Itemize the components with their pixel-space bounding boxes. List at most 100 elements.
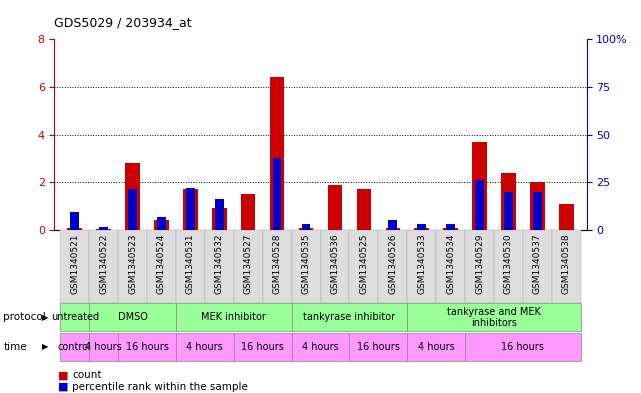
Text: GSM1340535: GSM1340535 [301, 233, 310, 294]
Text: 4 hours: 4 hours [302, 342, 339, 352]
Bar [559, 204, 574, 230]
Text: GSM1340530: GSM1340530 [504, 233, 513, 294]
Bar [415, 228, 429, 230]
Bar [118, 230, 147, 303]
Bar [446, 224, 455, 230]
Text: ■: ■ [58, 370, 68, 380]
Bar [99, 227, 108, 230]
Bar [292, 303, 407, 332]
Text: GSM1340536: GSM1340536 [331, 233, 340, 294]
Bar [349, 230, 378, 303]
Bar [212, 208, 226, 230]
Bar [533, 192, 542, 230]
Text: GSM1340531: GSM1340531 [186, 233, 195, 294]
Bar [128, 189, 137, 230]
Bar [60, 303, 89, 332]
Bar [71, 212, 79, 230]
Text: 16 hours: 16 hours [501, 342, 544, 352]
Text: DMSO: DMSO [117, 312, 147, 322]
Bar [292, 332, 349, 361]
Text: GSM1340524: GSM1340524 [157, 233, 166, 294]
Text: ▶: ▶ [42, 342, 48, 351]
Bar [60, 230, 89, 303]
Bar [436, 230, 465, 303]
Text: control: control [58, 342, 92, 352]
Bar [328, 185, 342, 230]
Bar [89, 230, 118, 303]
Text: 4 hours: 4 hours [187, 342, 223, 352]
Bar [89, 332, 118, 361]
Bar [147, 230, 176, 303]
Bar [388, 220, 397, 230]
Bar [126, 163, 140, 230]
Text: GSM1340523: GSM1340523 [128, 233, 137, 294]
Bar [407, 332, 465, 361]
Bar [186, 188, 195, 230]
Bar [407, 303, 581, 332]
Bar [176, 303, 292, 332]
Bar [292, 230, 320, 303]
Text: percentile rank within the sample: percentile rank within the sample [72, 382, 248, 392]
Bar [320, 230, 349, 303]
Bar [241, 194, 256, 230]
Bar [154, 220, 169, 230]
Text: protocol: protocol [3, 312, 46, 322]
Bar [263, 230, 292, 303]
Bar [96, 229, 111, 230]
Bar [472, 142, 487, 230]
Bar [302, 224, 310, 230]
Text: untreated: untreated [51, 312, 99, 322]
Text: 4 hours: 4 hours [418, 342, 454, 352]
Text: GSM1340537: GSM1340537 [533, 233, 542, 294]
Bar [465, 230, 494, 303]
Text: time: time [3, 342, 27, 352]
Text: GSM1340529: GSM1340529 [475, 233, 484, 294]
Bar [444, 228, 458, 230]
Text: GSM1340533: GSM1340533 [417, 233, 426, 294]
Text: GSM1340521: GSM1340521 [71, 233, 79, 294]
Bar [385, 228, 400, 230]
Bar [501, 173, 515, 230]
Text: GSM1340522: GSM1340522 [99, 233, 108, 294]
Text: GSM1340532: GSM1340532 [215, 233, 224, 294]
Bar [176, 230, 205, 303]
Bar [157, 217, 166, 230]
Text: ■: ■ [58, 382, 68, 392]
Bar [234, 332, 292, 361]
Bar [183, 189, 197, 230]
Bar [523, 230, 552, 303]
Bar [356, 189, 371, 230]
Text: GSM1340525: GSM1340525 [360, 233, 369, 294]
Bar [299, 228, 313, 230]
Text: ▶: ▶ [42, 313, 48, 322]
Bar [273, 158, 281, 230]
Text: GSM1340538: GSM1340538 [562, 233, 570, 294]
Bar [89, 303, 176, 332]
Text: GSM1340534: GSM1340534 [446, 233, 455, 294]
Bar [176, 332, 234, 361]
Text: 4 hours: 4 hours [85, 342, 122, 352]
Bar [417, 224, 426, 230]
Text: GDS5029 / 203934_at: GDS5029 / 203934_at [54, 16, 192, 29]
Bar [378, 230, 407, 303]
Text: 16 hours: 16 hours [357, 342, 400, 352]
Text: tankyrase inhibitor: tankyrase inhibitor [303, 312, 395, 322]
Bar [349, 332, 407, 361]
Bar [215, 199, 224, 230]
Text: tankyrase and MEK
inhibitors: tankyrase and MEK inhibitors [447, 307, 541, 328]
Text: MEK inhibitor: MEK inhibitor [201, 312, 266, 322]
Text: 16 hours: 16 hours [126, 342, 169, 352]
Bar [67, 228, 82, 230]
Bar [118, 332, 176, 361]
Bar [475, 180, 484, 230]
Bar [504, 192, 513, 230]
Bar [234, 230, 263, 303]
Bar [407, 230, 436, 303]
Text: GSM1340527: GSM1340527 [244, 233, 253, 294]
Bar [60, 332, 89, 361]
Text: count: count [72, 370, 102, 380]
Bar [494, 230, 523, 303]
Bar [552, 230, 581, 303]
Bar [270, 77, 285, 230]
Text: GSM1340528: GSM1340528 [272, 233, 281, 294]
